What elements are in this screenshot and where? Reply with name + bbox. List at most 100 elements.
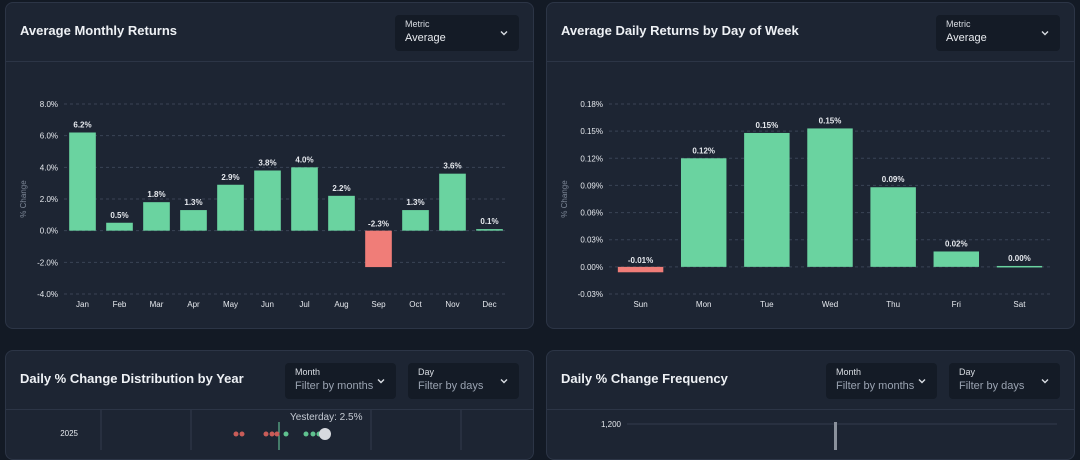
bar-feb xyxy=(106,222,133,231)
data-label: 0.1% xyxy=(480,217,498,226)
data-point xyxy=(233,431,239,437)
x-tick-label: Nov xyxy=(445,300,459,309)
y-tick-label: 4.0% xyxy=(40,163,58,172)
month-filter-select[interactable]: Month Filter by months xyxy=(826,363,937,399)
month-filter-select[interactable]: Month Filter by months xyxy=(285,363,396,399)
x-tick-label: Dec xyxy=(482,300,496,309)
data-label: -0.01% xyxy=(628,256,653,265)
monthly-returns-chart: -4.0% -2.0% 0.0% 2.0% 4.0% 6.0% 8.0% % Change 6.… xyxy=(19,100,508,309)
data-point xyxy=(274,431,280,437)
y-tick-label: -0.03% xyxy=(578,290,603,299)
daily-returns-card: Average Daily Returns by Day of Week Met… xyxy=(546,2,1075,329)
distribution-card: Daily % Change Distribution by Year Mont… xyxy=(5,350,534,460)
metric-label: Metric xyxy=(405,19,430,29)
day-filter-label: Day xyxy=(959,367,976,377)
data-point xyxy=(239,431,245,437)
data-point xyxy=(263,431,269,437)
day-filter-select[interactable]: Day Filter by days xyxy=(949,363,1060,399)
card-header: Daily % Change Distribution by Year Mont… xyxy=(6,351,533,410)
card-title: Average Daily Returns by Day of Week xyxy=(561,23,799,38)
x-tick-label: Fri xyxy=(952,300,962,309)
month-filter-placeholder: Filter by months xyxy=(836,380,915,392)
y-tick-label: 0.12% xyxy=(580,154,603,163)
bar-jun xyxy=(254,170,281,231)
bar-jan xyxy=(69,132,96,231)
y-tick-label: 6.0% xyxy=(40,132,58,141)
month-filter-label: Month xyxy=(836,367,862,377)
bar-sat xyxy=(996,265,1043,268)
x-tick-label: Sun xyxy=(633,300,647,309)
y-axis-label: % Change xyxy=(19,180,28,218)
data-point xyxy=(283,431,289,437)
x-tick-label: Apr xyxy=(187,300,200,309)
x-tick-label: Jan xyxy=(76,300,89,309)
data-label: 0.00% xyxy=(1008,254,1031,263)
metric-select[interactable]: Metric Average xyxy=(395,15,519,51)
bar-sep xyxy=(365,230,392,268)
y-tick-label: 0.15% xyxy=(580,127,603,136)
data-label: 3.6% xyxy=(443,162,461,171)
y-tick-label: 0.03% xyxy=(580,236,603,245)
bar-jul xyxy=(291,167,318,231)
x-tick-label: Tue xyxy=(760,300,774,309)
y-tick-label: 2.0% xyxy=(40,195,58,204)
data-label: 1.3% xyxy=(184,198,202,207)
bar-wed xyxy=(807,128,853,267)
y-tick-label: 0.18% xyxy=(580,100,603,109)
bar-thu xyxy=(870,187,916,267)
data-label: 6.2% xyxy=(73,121,91,130)
data-point xyxy=(303,431,309,437)
data-label: 3.8% xyxy=(258,159,276,168)
data-label: 0.09% xyxy=(882,175,905,184)
bar-apr xyxy=(180,210,207,231)
card-title: Daily % Change Frequency xyxy=(561,371,728,386)
data-label: 0.15% xyxy=(819,116,842,125)
frequency-card: Daily % Change Frequency Month Filter by… xyxy=(546,350,1075,460)
frequency-chart: 1,200 xyxy=(601,420,1057,450)
chevron-down-icon xyxy=(1041,379,1049,384)
bar-sun xyxy=(617,266,664,273)
data-label: 2.9% xyxy=(221,173,239,182)
card-header: Daily % Change Frequency Month Filter by… xyxy=(547,351,1074,410)
day-filter-select[interactable]: Day Filter by days xyxy=(408,363,519,399)
chevron-down-icon xyxy=(1041,31,1049,36)
data-label: 0.02% xyxy=(945,239,968,248)
data-label: 2.2% xyxy=(332,184,350,193)
card-title: Average Monthly Returns xyxy=(20,23,177,38)
distribution-chart: Yesterday: 2.5% 2025 xyxy=(60,410,462,450)
x-tick-label: Sat xyxy=(1013,300,1026,309)
monthly-returns-card: Average Monthly Returns Metric Average -… xyxy=(5,2,534,329)
bar-tue xyxy=(744,132,790,267)
card-header: Average Daily Returns by Day of Week Met… xyxy=(547,3,1074,62)
bar-aug xyxy=(328,195,355,231)
y-tick-label: 1,200 xyxy=(601,420,622,429)
data-label: -2.3% xyxy=(368,220,389,229)
y-tick-label: -2.0% xyxy=(37,258,58,267)
bar-oct xyxy=(402,210,429,231)
daily-returns-chart: -0.03% 0.00% 0.03% 0.06% 0.09% 0.12% 0.15% 0.18… xyxy=(560,100,1051,309)
yesterday-point xyxy=(319,428,331,440)
x-tick-label: Aug xyxy=(334,300,348,309)
y-axis-label: % Change xyxy=(560,180,569,218)
month-filter-label: Month xyxy=(295,367,321,377)
month-filter-placeholder: Filter by months xyxy=(295,380,374,392)
x-tick-label: Jun xyxy=(261,300,274,309)
y-tick-label: 0.06% xyxy=(580,209,603,218)
histogram-bar xyxy=(834,422,837,450)
yesterday-annotation: Yesterday: 2.5% xyxy=(290,412,363,423)
day-filter-label: Day xyxy=(418,367,435,377)
y-tick-label: 0.09% xyxy=(580,181,603,190)
card-title: Daily % Change Distribution by Year xyxy=(20,371,244,386)
data-label: 1.3% xyxy=(406,198,424,207)
metric-select[interactable]: Metric Average xyxy=(936,15,1060,51)
chevron-down-icon xyxy=(918,379,926,384)
card-header: Average Monthly Returns Metric Average xyxy=(6,3,533,62)
x-tick-label: Sep xyxy=(371,300,386,309)
bar-may xyxy=(217,184,244,231)
data-label: 0.5% xyxy=(110,211,128,220)
x-tick-label: Thu xyxy=(886,300,900,309)
data-label: 0.12% xyxy=(692,146,715,155)
x-tick-label: Feb xyxy=(113,300,127,309)
data-point xyxy=(310,431,316,437)
data-label: 1.8% xyxy=(147,190,165,199)
